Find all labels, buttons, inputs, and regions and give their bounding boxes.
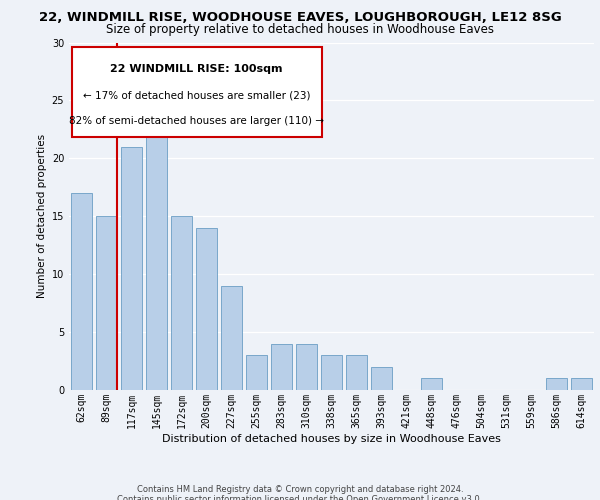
Bar xyxy=(571,378,592,390)
Bar xyxy=(371,367,392,390)
Bar xyxy=(321,355,342,390)
Bar xyxy=(296,344,317,390)
Bar xyxy=(196,228,217,390)
Bar xyxy=(146,100,167,390)
FancyBboxPatch shape xyxy=(71,47,322,138)
Bar xyxy=(96,216,117,390)
Bar xyxy=(346,355,367,390)
Text: ← 17% of detached houses are smaller (23): ← 17% of detached houses are smaller (23… xyxy=(83,90,310,100)
Bar xyxy=(271,344,292,390)
Text: 82% of semi-detached houses are larger (110) →: 82% of semi-detached houses are larger (… xyxy=(69,116,324,126)
X-axis label: Distribution of detached houses by size in Woodhouse Eaves: Distribution of detached houses by size … xyxy=(162,434,501,444)
Bar xyxy=(121,147,142,390)
Text: Contains public sector information licensed under the Open Government Licence v3: Contains public sector information licen… xyxy=(118,495,482,500)
Text: Size of property relative to detached houses in Woodhouse Eaves: Size of property relative to detached ho… xyxy=(106,22,494,36)
Bar xyxy=(171,216,192,390)
Bar xyxy=(221,286,242,390)
Bar xyxy=(246,355,267,390)
Y-axis label: Number of detached properties: Number of detached properties xyxy=(37,134,47,298)
Text: Contains HM Land Registry data © Crown copyright and database right 2024.: Contains HM Land Registry data © Crown c… xyxy=(137,485,463,494)
Text: 22 WINDMILL RISE: 100sqm: 22 WINDMILL RISE: 100sqm xyxy=(110,64,283,74)
Bar xyxy=(421,378,442,390)
Text: 22, WINDMILL RISE, WOODHOUSE EAVES, LOUGHBOROUGH, LE12 8SG: 22, WINDMILL RISE, WOODHOUSE EAVES, LOUG… xyxy=(38,11,562,24)
Bar xyxy=(546,378,567,390)
Bar xyxy=(71,193,92,390)
